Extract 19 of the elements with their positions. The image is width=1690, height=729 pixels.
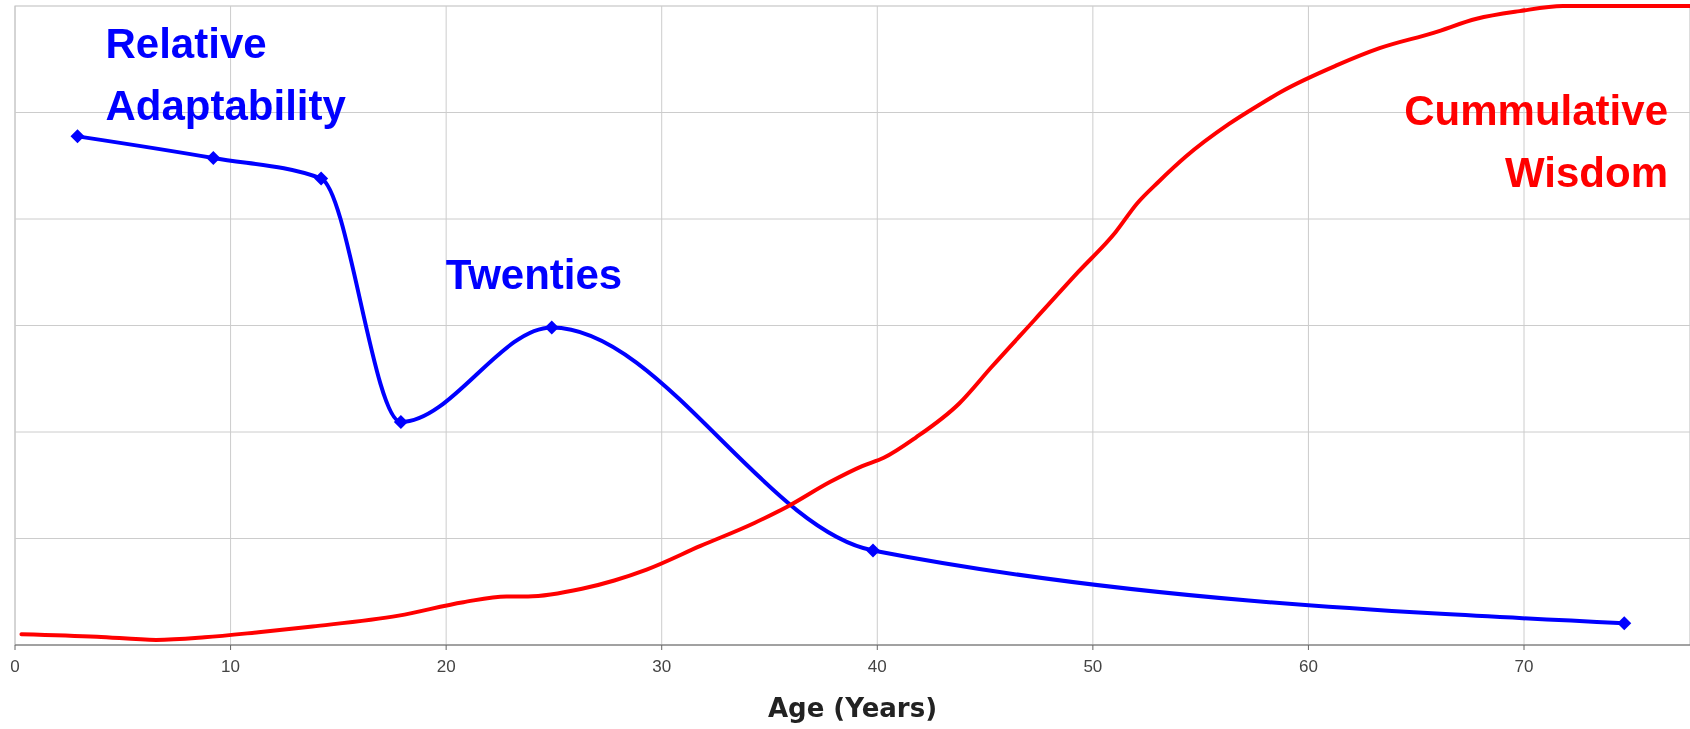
point — [865, 543, 880, 558]
point — [314, 171, 329, 186]
point — [393, 414, 408, 429]
annotation: Twenties — [445, 251, 623, 299]
x-tick-label: 0 — [10, 657, 20, 676]
x-tick-label: 40 — [867, 657, 887, 676]
point — [1617, 616, 1632, 631]
x-tick-label: 30 — [652, 657, 672, 676]
x-tick-label: 60 — [1298, 657, 1318, 676]
point — [206, 151, 221, 166]
x-tick-label: 10 — [221, 657, 241, 676]
x-tick-label: 20 — [436, 657, 456, 676]
series-label: Relative Adaptability — [105, 20, 347, 129]
point — [544, 320, 559, 335]
x-tick-label: 50 — [1083, 657, 1103, 676]
point — [70, 129, 85, 144]
x-tick-label: 70 — [1514, 657, 1534, 676]
series-label: Cummulative Wisdom — [1404, 87, 1668, 196]
x-axis-title: Age (Years) — [767, 693, 938, 723]
